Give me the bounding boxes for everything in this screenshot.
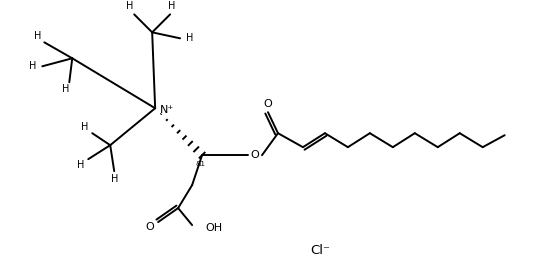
Text: &1: &1: [195, 161, 205, 167]
Text: H: H: [33, 31, 41, 41]
Text: H: H: [29, 61, 36, 71]
Text: O: O: [251, 150, 259, 160]
Text: H: H: [80, 122, 88, 132]
Text: O: O: [264, 99, 272, 109]
Text: O: O: [146, 222, 154, 232]
Text: H: H: [77, 160, 84, 170]
Text: H: H: [186, 33, 194, 43]
Text: Cl⁻: Cl⁻: [310, 243, 330, 256]
Text: H: H: [168, 1, 176, 11]
Text: H: H: [111, 174, 118, 184]
Text: N⁺: N⁺: [160, 105, 174, 115]
Text: H: H: [62, 84, 69, 94]
Text: OH: OH: [205, 223, 222, 233]
Text: H: H: [125, 1, 133, 11]
